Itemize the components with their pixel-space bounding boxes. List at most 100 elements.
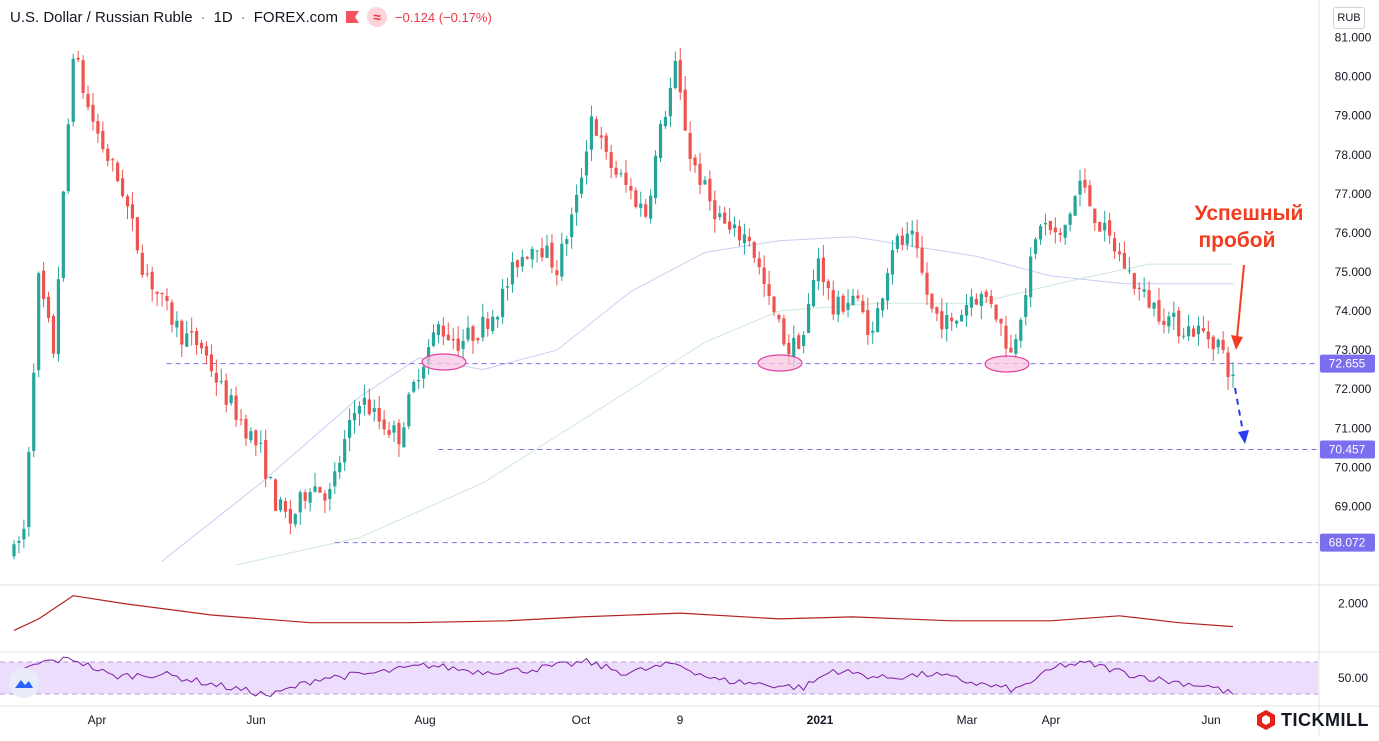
candle-body <box>431 332 436 346</box>
candle-body <box>1142 289 1146 292</box>
candle-body <box>1211 336 1215 350</box>
candle-body <box>1162 320 1166 325</box>
candle-body <box>308 492 312 503</box>
y-tick-label: 79.000 <box>1335 109 1372 123</box>
candle-body <box>1078 180 1082 195</box>
candle-body <box>1063 224 1067 238</box>
candle-body <box>510 262 515 285</box>
candle-body <box>313 486 317 492</box>
candle-body <box>259 442 263 444</box>
candle-body <box>649 195 653 219</box>
atr-tick-label: 2.000 <box>1338 596 1368 610</box>
candle-body <box>219 381 223 383</box>
candle-body <box>920 247 924 273</box>
candle-body <box>663 116 668 127</box>
candle-body <box>392 425 396 433</box>
candle-body <box>377 407 381 422</box>
candle-body <box>792 337 796 358</box>
candle-body <box>1122 253 1127 269</box>
candle-body <box>673 60 677 88</box>
candle-body <box>422 366 426 379</box>
candle-body <box>22 528 26 540</box>
symbol-name[interactable]: U.S. Dollar / Russian Ruble <box>10 8 193 26</box>
candle-body <box>698 163 702 185</box>
candle-body <box>417 380 421 382</box>
candle-body <box>1127 270 1131 272</box>
candle-body <box>111 159 115 161</box>
candle-body <box>703 180 707 185</box>
candle-body <box>165 295 169 301</box>
candle-body <box>994 304 998 320</box>
x-tick-label: Apr <box>1042 713 1061 727</box>
tradingview-logo-icon[interactable] <box>9 668 39 698</box>
candle-body <box>1231 374 1235 377</box>
candle-body <box>352 412 357 421</box>
candle-body <box>1019 319 1023 341</box>
candle-body <box>950 317 954 322</box>
candle-body <box>481 316 485 338</box>
candle-body <box>347 419 352 438</box>
interval-label[interactable]: 1D <box>213 8 233 26</box>
candle-body <box>545 245 549 258</box>
level-price-tag <box>1320 354 1375 373</box>
x-tick-label: Mar <box>957 713 978 727</box>
candle-body <box>1206 331 1210 340</box>
y-tick-label: 78.000 <box>1335 148 1372 162</box>
wave-icon[interactable]: ≈ <box>366 7 387 27</box>
candle-body <box>96 121 100 134</box>
candle-body <box>1152 302 1156 309</box>
candle-body <box>1172 312 1176 317</box>
candle-body <box>604 135 608 152</box>
level-price-label: 70.457 <box>1329 442 1366 456</box>
candle-body <box>609 152 613 168</box>
candle-body <box>323 493 327 501</box>
candle-body <box>895 235 900 250</box>
atr-line <box>13 595 1234 631</box>
support-touch-marker <box>421 353 467 371</box>
candle-body <box>500 288 505 318</box>
candle-body <box>866 310 870 336</box>
candle-body <box>116 162 120 182</box>
candle-body <box>303 492 307 501</box>
candle-body <box>1147 290 1151 308</box>
candle-body <box>693 157 697 166</box>
candle-body <box>1157 300 1161 322</box>
candle-body <box>135 217 139 251</box>
candle-body <box>876 308 880 333</box>
candle-body <box>584 151 589 176</box>
candle-body <box>935 307 939 314</box>
candle-body <box>565 239 569 245</box>
candle-body <box>718 213 722 218</box>
y-tick-label: 71.000 <box>1335 421 1372 435</box>
candle-body <box>688 132 692 159</box>
candle-body <box>372 408 376 412</box>
candle-body <box>12 544 16 557</box>
candle-body <box>1132 273 1136 289</box>
candle-body <box>106 148 110 161</box>
candle-body <box>550 242 554 268</box>
candle-body <box>683 89 687 131</box>
candle-body <box>244 418 248 439</box>
candle-body <box>466 327 470 340</box>
candle-body <box>209 354 214 372</box>
candle-body <box>278 499 283 511</box>
candle-body <box>249 431 253 441</box>
candle-body <box>456 338 460 351</box>
candle-body <box>678 60 682 93</box>
candle-body <box>76 57 80 60</box>
candle-body <box>125 196 130 207</box>
candle-body <box>175 320 179 328</box>
candle-body <box>1029 256 1033 298</box>
candle-body <box>61 191 65 278</box>
candle-body <box>1088 185 1092 207</box>
candle-body <box>283 501 288 512</box>
candle-body <box>1167 316 1171 327</box>
candle-body <box>831 290 835 315</box>
currency-button[interactable]: RUB <box>1333 7 1365 29</box>
candle-body <box>273 479 278 511</box>
candle-body <box>619 173 623 175</box>
y-tick-label: 72.000 <box>1335 382 1372 396</box>
rsi-tick-label: 50.00 <box>1338 671 1368 685</box>
candle-body <box>120 178 125 196</box>
